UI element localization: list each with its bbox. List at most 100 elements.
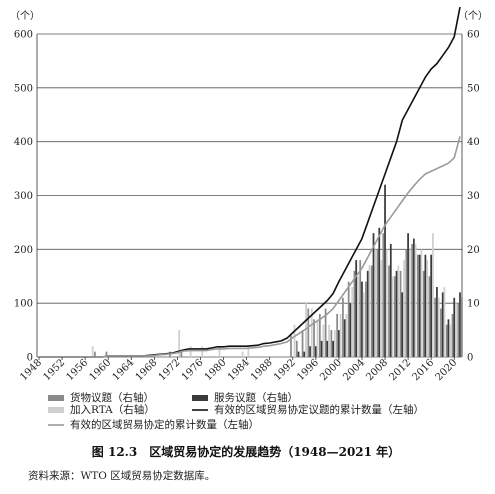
bar-goods bbox=[342, 297, 344, 357]
bar-goods bbox=[105, 351, 108, 357]
bar-rta-accession bbox=[201, 346, 204, 357]
left-tick-label: 0 bbox=[27, 353, 33, 364]
legend-swatch-goods bbox=[48, 395, 64, 401]
bar-rta-accession bbox=[374, 249, 377, 357]
bar-rta-accession bbox=[455, 303, 457, 357]
x-tick-label: 1952 bbox=[41, 357, 67, 383]
bar-rta-accession bbox=[368, 265, 371, 357]
bar-goods bbox=[411, 243, 413, 357]
bar-rta-accession bbox=[91, 346, 94, 357]
right-tick-label: 30 bbox=[467, 191, 480, 202]
bar-goods bbox=[405, 249, 408, 357]
x-tick-label: 2000 bbox=[318, 357, 344, 383]
bar-rta-accession bbox=[362, 292, 365, 357]
bar-services bbox=[418, 254, 421, 357]
bar-rta-accession bbox=[305, 303, 307, 357]
bar-rta-accession bbox=[345, 313, 348, 357]
x-tick-label: 2020 bbox=[434, 357, 460, 383]
grid bbox=[37, 33, 462, 358]
bar-goods bbox=[388, 265, 390, 357]
bar-rta-accession bbox=[189, 346, 192, 357]
lines bbox=[39, 6, 461, 358]
bar-services bbox=[309, 346, 311, 357]
bar-rta-accession bbox=[357, 276, 359, 357]
right-tick-label: 50 bbox=[467, 83, 480, 94]
bar-goods bbox=[290, 335, 292, 357]
bar-goods bbox=[365, 281, 367, 357]
bar-goods bbox=[336, 313, 339, 357]
bar-rta-accession bbox=[432, 233, 434, 357]
bar-goods bbox=[393, 276, 396, 357]
x-tick-label: 1972 bbox=[157, 357, 183, 383]
x-tick-label: 1948 bbox=[18, 357, 44, 383]
bar-rta-accession bbox=[385, 249, 388, 357]
left-axis-unit: （个） bbox=[10, 10, 40, 22]
left-tick-label: 300 bbox=[14, 191, 33, 202]
bar-rta-accession bbox=[247, 346, 250, 357]
bar-rta-accession bbox=[310, 308, 313, 357]
bar-rta-accession bbox=[178, 330, 181, 357]
bar-services bbox=[384, 184, 386, 357]
bar-rta-accession bbox=[426, 260, 429, 357]
x-tick-label: 2004 bbox=[341, 357, 367, 383]
x-tick-label: 2012 bbox=[387, 357, 413, 383]
bar-goods bbox=[422, 270, 425, 357]
bar-services bbox=[436, 287, 438, 357]
left-tick-label: 100 bbox=[14, 299, 33, 310]
bar-rta-accession bbox=[391, 276, 394, 357]
right-axis-unit: （个） bbox=[458, 10, 488, 22]
bar-goods bbox=[451, 313, 454, 357]
bar-rta-accession bbox=[443, 287, 446, 357]
bar-rta-accession bbox=[316, 319, 319, 357]
legend-label-rta-accession: 加入RTA（右轴） bbox=[70, 403, 155, 416]
figure-caption: 图 12.3 区域贸易协定的发展趋势（1948—2021 年） bbox=[92, 444, 400, 459]
bar-services bbox=[297, 351, 300, 357]
bar-services bbox=[338, 330, 340, 357]
bar-goods bbox=[347, 281, 350, 357]
x-tick-label: 1992 bbox=[272, 357, 298, 383]
bar-goods bbox=[382, 233, 385, 357]
bar-services bbox=[395, 270, 398, 357]
bar-goods bbox=[307, 308, 310, 357]
bar-services bbox=[378, 227, 381, 357]
bar-rta-accession bbox=[328, 324, 330, 357]
left-tick-label: 200 bbox=[14, 245, 33, 256]
bar-goods bbox=[399, 270, 402, 357]
bar-services bbox=[430, 254, 433, 357]
bar-services bbox=[320, 340, 323, 357]
bar-services bbox=[407, 233, 409, 357]
bar-goods bbox=[445, 324, 448, 357]
bar-goods bbox=[417, 254, 419, 357]
left-tick-label: 600 bbox=[14, 30, 33, 41]
bar-services bbox=[372, 233, 375, 357]
bar-services bbox=[355, 260, 358, 357]
legend-label-cumulative-topics: 有效的区域贸易协定议题的累计数量（左轴） bbox=[214, 403, 424, 416]
bar-goods bbox=[330, 330, 333, 357]
bar-services bbox=[314, 346, 317, 357]
right-tick-label: 20 bbox=[467, 245, 480, 256]
bar-goods bbox=[324, 308, 327, 357]
bar-rta-accession bbox=[397, 265, 400, 357]
bar-goods bbox=[180, 351, 183, 357]
bar-services bbox=[453, 297, 456, 357]
bar-services bbox=[332, 340, 334, 357]
x-tick-label: 1964 bbox=[111, 357, 137, 383]
bar-rta-accession bbox=[420, 249, 423, 357]
legend-swatch-rta-accession bbox=[48, 407, 64, 413]
bar-services bbox=[326, 340, 329, 357]
x-tick-label: 1980 bbox=[203, 357, 229, 383]
bar-goods bbox=[353, 270, 356, 357]
right-tick-label: 10 bbox=[467, 299, 480, 310]
bar-services bbox=[361, 281, 363, 357]
bar-services bbox=[349, 303, 352, 357]
bar-rta-accession bbox=[351, 287, 354, 357]
legend-swatch-services bbox=[192, 395, 208, 401]
left-tick-label: 500 bbox=[14, 83, 33, 94]
bar-goods bbox=[457, 303, 460, 357]
bar-goods bbox=[295, 340, 298, 357]
right-tick-label: 40 bbox=[467, 137, 480, 148]
bar-services bbox=[424, 254, 427, 357]
bar-goods bbox=[94, 351, 96, 357]
